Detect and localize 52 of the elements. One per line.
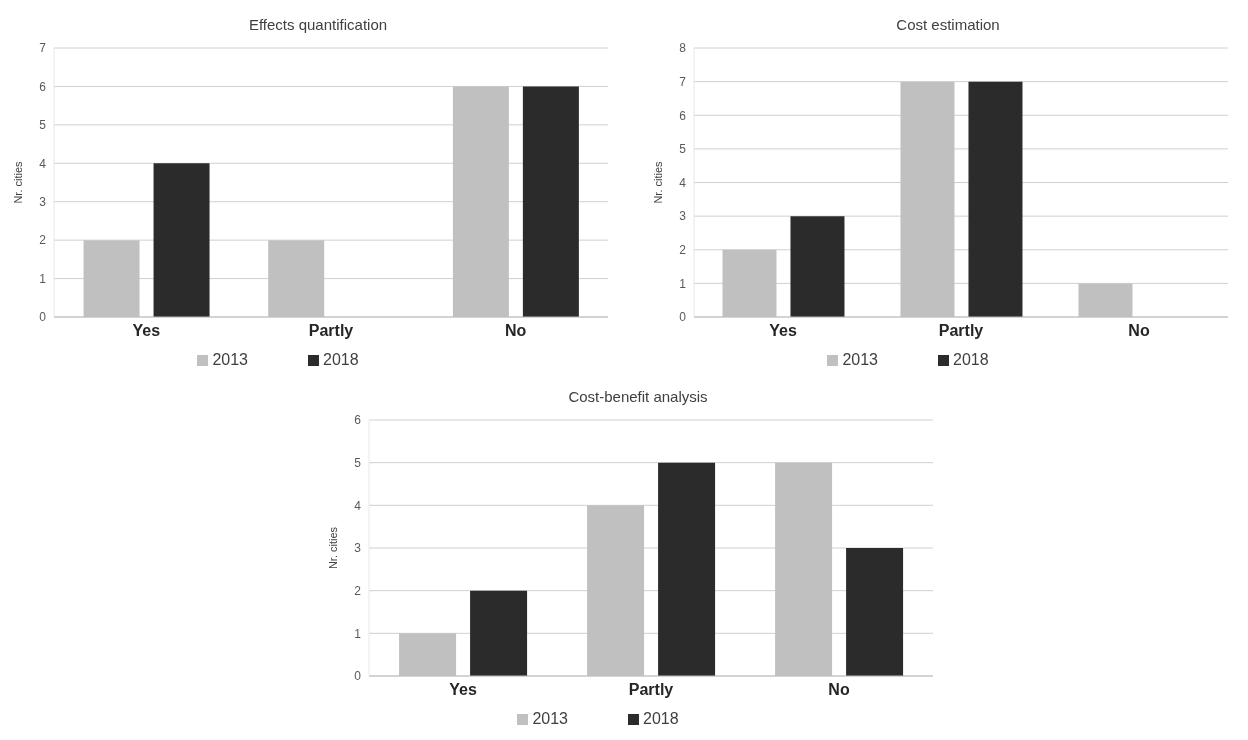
y-tick-label: 3 [354, 541, 362, 556]
chart-title: Cost-benefit analysis [567, 388, 709, 407]
y-tick-label: 2 [354, 583, 362, 598]
x-tick-label: Partly [628, 681, 674, 699]
y-tick-label: 7 [679, 74, 687, 89]
legend-label: 2013 [212, 351, 248, 368]
y-tick-label: 6 [354, 413, 362, 428]
y-tick-label: 2 [679, 243, 687, 258]
x-tick-label: No [828, 681, 850, 699]
x-tick-label: No [505, 322, 527, 340]
legend-label: 2018 [953, 351, 989, 368]
bar [522, 86, 579, 317]
legend-label: 2013 [532, 710, 568, 727]
y-tick-label: 4 [679, 175, 687, 190]
bar [470, 590, 528, 676]
y-tick-label: 1 [39, 271, 47, 286]
y-tick-label: 6 [39, 79, 47, 94]
y-tick-label: 3 [39, 194, 47, 209]
bar [790, 216, 845, 317]
y-tick-label: 5 [354, 455, 362, 470]
y-tick-label: 4 [39, 156, 47, 171]
y-tick-label: 0 [679, 310, 687, 325]
bar [846, 548, 904, 676]
y-tick-label: 4 [354, 498, 362, 513]
y-tick-label: 0 [354, 669, 362, 684]
bar [153, 163, 210, 317]
legend-label: 2018 [323, 351, 359, 368]
legend-label: 2018 [643, 710, 679, 727]
x-tick-label: Partly [308, 322, 354, 340]
chart-title: Effects quantification [247, 16, 389, 35]
y-tick-label: 2 [39, 233, 47, 248]
y-tick-label: 5 [39, 118, 47, 133]
y-axis-title: Nr. cities [11, 160, 24, 204]
y-tick-label: 7 [39, 41, 47, 56]
y-tick-label: 0 [39, 310, 47, 325]
x-tick-label: Partly [938, 322, 984, 340]
y-tick-label: 1 [679, 276, 687, 291]
y-tick-label: 1 [354, 626, 362, 641]
y-axis-title: Nr. cities [651, 160, 664, 204]
y-tick-label: 8 [679, 41, 687, 56]
y-tick-label: 3 [679, 209, 687, 224]
bar [658, 462, 716, 676]
x-tick-label: Yes [449, 681, 477, 699]
y-tick-label: 6 [679, 108, 687, 123]
x-tick-label: Yes [769, 322, 797, 340]
bar [968, 81, 1023, 317]
legend-label: 2013 [842, 351, 878, 368]
y-axis-title: Nr. cities [326, 526, 339, 570]
chart-title: Cost estimation [895, 16, 1001, 35]
y-tick-label: 5 [679, 142, 687, 157]
x-tick-label: No [1128, 322, 1150, 340]
x-tick-label: Yes [132, 322, 161, 340]
